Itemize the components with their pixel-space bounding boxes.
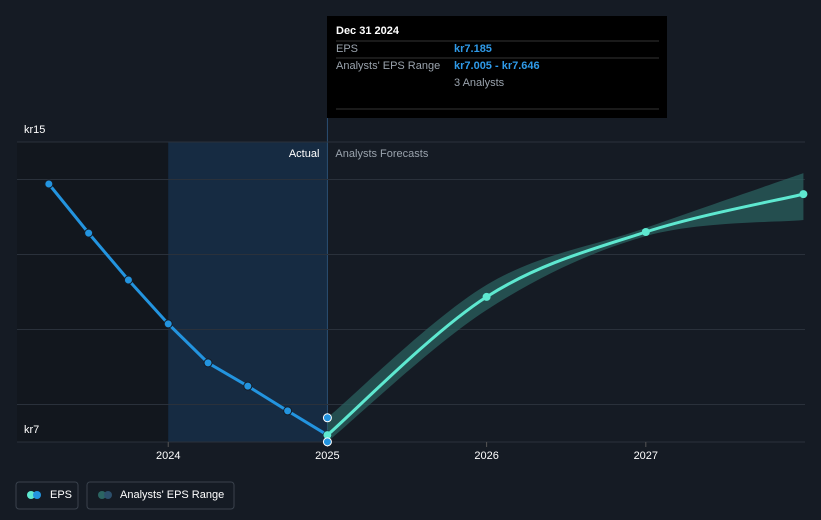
line (47, 183, 329, 437)
tooltip-date: Dec 31 2024 (336, 25, 400, 37)
x-tick-label: 2027 (634, 450, 658, 462)
point (203, 358, 213, 368)
point (123, 275, 133, 285)
y-tick-label: kr7 (24, 424, 39, 436)
tooltip-analysts: 3 Analysts (454, 77, 505, 89)
x-tick-label: 2026 (474, 450, 498, 462)
legend-label: EPS (50, 489, 72, 501)
legend-range[interactable] (86, 481, 235, 510)
range-point (322, 413, 332, 423)
legend-label: Analysts' EPS Range (120, 489, 224, 501)
range-point (322, 437, 332, 447)
y-tick-label: kr15 (24, 124, 45, 136)
point (44, 179, 54, 189)
point (799, 190, 808, 199)
point (283, 406, 293, 416)
actual-label: Actual (289, 148, 320, 160)
x-tick-label: 2024 (156, 450, 180, 462)
forecast-label: Analysts Forecasts (335, 148, 428, 160)
point (163, 319, 173, 329)
point (243, 381, 253, 391)
point (323, 431, 332, 440)
tooltip-value: kr7.005 - kr7.646 (454, 60, 540, 72)
actual-region (168, 142, 328, 442)
point (482, 292, 491, 301)
legend-eps[interactable] (15, 481, 79, 510)
point (84, 228, 94, 238)
past-region (17, 142, 169, 442)
tooltip-label: Analysts' EPS Range (336, 60, 440, 72)
tooltip (327, 16, 667, 118)
range-band (327, 173, 804, 442)
tooltip-value: kr7.185 (454, 43, 492, 55)
x-tick-label: 2025 (315, 450, 339, 462)
tooltip-label: EPS (336, 43, 358, 55)
point (641, 228, 650, 236)
line (326, 192, 804, 437)
